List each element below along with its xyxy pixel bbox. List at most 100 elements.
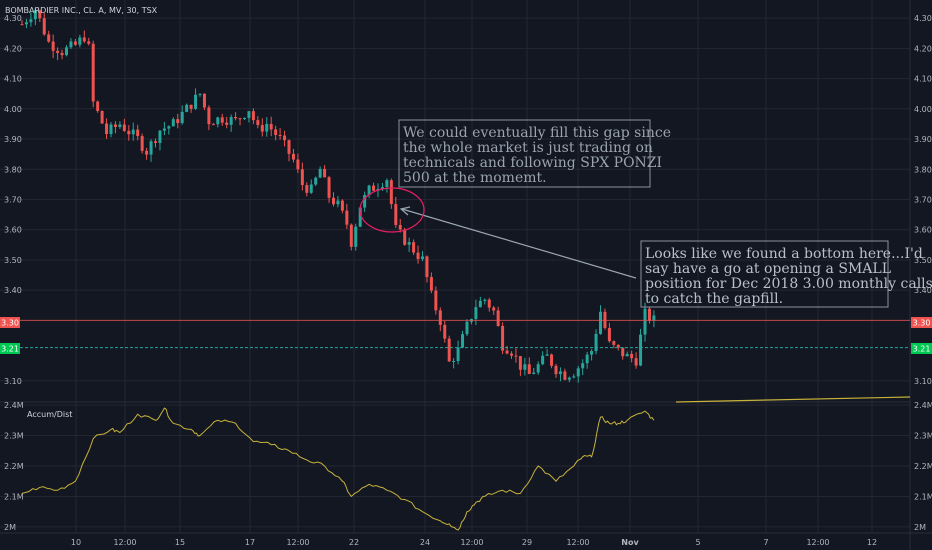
svg-text:3.30: 3.30 xyxy=(1,319,19,328)
time-tick-label: 12 xyxy=(867,538,877,547)
candle xyxy=(24,18,28,29)
price-tick-label: 4.10 xyxy=(4,75,22,84)
candle xyxy=(154,138,157,148)
time-tick-label: 17 xyxy=(245,538,255,547)
candle xyxy=(176,113,180,129)
time-tick-label: 10 xyxy=(71,538,81,547)
candle xyxy=(149,139,153,162)
candle xyxy=(287,139,291,162)
badge-green-right: 3.21 xyxy=(911,343,932,354)
price-lines xyxy=(0,319,910,349)
candle xyxy=(398,218,402,233)
candle xyxy=(118,121,122,129)
candle xyxy=(185,103,189,113)
price-tick-label: 4.10 xyxy=(914,75,932,84)
accum-tick-label: 2.3M xyxy=(914,432,932,441)
price-tick-label: 3.60 xyxy=(914,226,932,235)
candle xyxy=(296,153,300,174)
candle xyxy=(29,12,33,27)
candle xyxy=(407,237,411,253)
candle xyxy=(78,34,82,48)
candle xyxy=(434,286,438,315)
accum-tick-label: 2.1M xyxy=(4,492,24,501)
annotation-bottom[interactable]: Looks like we found a bottom here...I'd … xyxy=(640,240,932,308)
candle xyxy=(380,182,384,191)
candle xyxy=(127,125,131,141)
price-tick-label: 3.10 xyxy=(4,377,22,386)
candle xyxy=(332,192,335,207)
candle xyxy=(429,272,433,294)
candle xyxy=(140,133,144,154)
indicator-label: Accum/Dist xyxy=(27,410,72,419)
candle xyxy=(363,191,367,212)
badge-red-left: 3.30 xyxy=(0,317,20,328)
candle xyxy=(20,19,24,26)
candle xyxy=(550,353,554,369)
candle xyxy=(443,320,447,343)
candle xyxy=(82,30,86,44)
candle xyxy=(38,9,42,23)
price-tick-label: 3.90 xyxy=(914,135,932,144)
annotation-line: the whole market is just trading on xyxy=(403,140,653,156)
candle xyxy=(558,367,562,382)
candle xyxy=(314,176,318,187)
accum-tick-label: 2.2M xyxy=(914,462,932,471)
candle xyxy=(447,335,451,363)
candle xyxy=(265,117,269,137)
candle xyxy=(42,13,46,36)
accum-tick-label: 2.1M xyxy=(914,492,932,501)
candle xyxy=(621,347,625,360)
time-tick-label: 5 xyxy=(695,538,700,547)
trend-line[interactable] xyxy=(675,396,911,403)
candle xyxy=(421,251,424,262)
time-tick-label: 24 xyxy=(420,538,430,547)
candle xyxy=(145,147,149,160)
candle xyxy=(131,122,135,141)
candle xyxy=(171,117,175,127)
candle xyxy=(194,88,198,110)
time-tick-label: 29 xyxy=(522,538,532,547)
candle xyxy=(122,118,126,132)
candle xyxy=(545,349,549,356)
candle xyxy=(247,110,251,123)
candle xyxy=(594,329,598,355)
candle xyxy=(607,322,611,343)
annotation-gap-fill[interactable]: We could eventually fill this gap since … xyxy=(398,119,671,188)
candle xyxy=(189,104,193,113)
price-tick-label: 3.80 xyxy=(914,165,932,174)
annotation-line: to catch the gapfill. xyxy=(645,291,783,307)
candle xyxy=(518,356,522,377)
annotation-line: position for Dec 2018 3.00 monthly calls xyxy=(645,276,932,292)
candle xyxy=(567,376,571,383)
price-tick-label: 3.70 xyxy=(4,195,22,204)
candle xyxy=(167,125,171,135)
candle xyxy=(452,358,456,369)
accum-axis-labels: 2.4M 2.4M 2.3M 2.3M 2.2M 2.2M 2.1M 2.1M 2M 2M xyxy=(4,401,932,532)
candle xyxy=(510,351,513,359)
highlight-circle[interactable] xyxy=(359,187,425,233)
time-tick-label: 12:00 xyxy=(113,538,136,547)
candle xyxy=(73,38,77,46)
time-tick-label: 7 xyxy=(763,538,768,547)
candle xyxy=(354,223,358,251)
candle xyxy=(630,350,634,363)
candle xyxy=(198,93,202,97)
annotation-arrow[interactable] xyxy=(399,206,637,279)
price-tick-label: 3.50 xyxy=(4,256,22,265)
candle xyxy=(65,45,68,57)
candle xyxy=(318,166,322,178)
candle xyxy=(372,182,376,191)
candle xyxy=(33,7,37,26)
annotation-line: say have a go at opening a SMALL xyxy=(645,261,891,277)
candle xyxy=(91,40,95,108)
candle xyxy=(456,340,460,365)
candle xyxy=(643,302,647,342)
candle xyxy=(514,348,518,363)
candle xyxy=(536,361,540,375)
candle xyxy=(251,108,255,125)
candle xyxy=(616,344,620,351)
price-tick-label: 4.00 xyxy=(4,105,22,114)
candle xyxy=(309,179,313,194)
